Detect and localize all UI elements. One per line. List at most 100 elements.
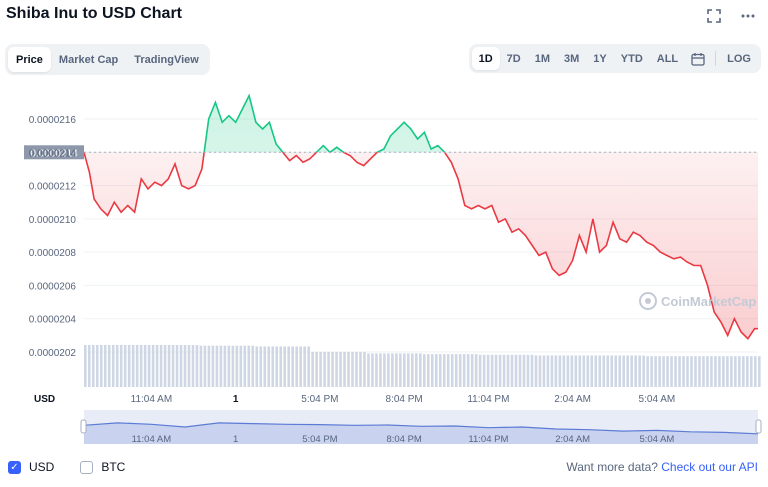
volume-bar: [502, 354, 506, 387]
volume-bar: [570, 355, 574, 387]
api-link[interactable]: Check out our API: [661, 460, 758, 474]
range-3m[interactable]: 3M: [564, 52, 580, 65]
volume-bar: [746, 356, 749, 387]
volume-bar: [91, 345, 95, 387]
volume-bar: [546, 355, 550, 387]
volume-bar: [391, 353, 394, 387]
volume-bar: [179, 345, 183, 387]
volume-bar: [84, 345, 87, 387]
volume-bar: [119, 345, 123, 387]
volume-bar: [654, 356, 657, 387]
tab-tradingview[interactable]: TradingView: [134, 53, 199, 66]
volume-bar: [371, 353, 374, 387]
more-horizontal-icon[interactable]: [740, 8, 756, 24]
volume-bar: [698, 356, 701, 387]
volume-bar: [706, 356, 709, 387]
volume-bar: [498, 354, 502, 387]
volume-bar: [307, 346, 310, 387]
legend-usd[interactable]: ✓ USD: [8, 460, 54, 474]
volume-bar: [602, 355, 606, 387]
volume-bar: [422, 354, 426, 387]
volume-bar: [111, 345, 115, 387]
range-all[interactable]: ALL: [656, 52, 679, 65]
volume-bar: [650, 356, 653, 387]
navigator-background: [84, 410, 758, 444]
legend-btc[interactable]: BTC: [80, 460, 125, 474]
volume-bar: [191, 345, 195, 387]
y-tick-label: 0.0000204: [29, 315, 77, 326]
tab-price[interactable]: Price: [8, 47, 51, 72]
volume-bar: [183, 345, 187, 387]
volume-bar: [235, 345, 239, 387]
volume-bar: [626, 355, 629, 387]
volume-bar: [710, 356, 713, 387]
volume-bar: [486, 354, 490, 387]
volume-bar: [131, 345, 135, 387]
volume-bar: [674, 356, 677, 387]
volume-bar: [135, 345, 139, 387]
currency-axis-label: USD: [34, 394, 55, 405]
range-1d[interactable]: 1D: [471, 47, 500, 70]
volume-bar: [646, 356, 649, 387]
volume-bar: [283, 346, 287, 387]
watermark-logo: CoinMarketCap: [639, 292, 756, 310]
watermark-text: CoinMarketCap: [661, 294, 756, 309]
volume-bar: [159, 345, 163, 387]
volume-bar: [682, 356, 685, 387]
log-toggle[interactable]: LOG: [727, 52, 751, 65]
volume-bar: [518, 354, 522, 387]
volume-bar: [251, 345, 255, 387]
navigator-tick-label: 5:04 AM: [639, 434, 674, 445]
price-line-up: [84, 93, 446, 153]
volume-bar: [211, 345, 215, 387]
expand-icon[interactable]: [706, 8, 722, 24]
checkbox-usd[interactable]: ✓: [8, 460, 21, 474]
volume-bar: [594, 355, 598, 387]
y-tick-label: 0.0000208: [29, 248, 77, 259]
range-7d[interactable]: 7D: [506, 52, 521, 65]
volume-bar: [430, 354, 434, 387]
volume-bar: [562, 355, 566, 387]
volume-bar: [287, 346, 290, 387]
volume-bar: [367, 353, 370, 387]
volume-bar: [239, 345, 243, 387]
volume-bar: [275, 346, 279, 387]
calendar-icon[interactable]: [685, 47, 711, 70]
volume-bar: [267, 346, 271, 387]
range-ytd[interactable]: YTD: [620, 52, 643, 65]
volume-bar: [666, 356, 669, 387]
volume-bar: [478, 354, 482, 387]
volume-bar: [383, 353, 386, 387]
volume-bar: [438, 354, 442, 387]
volume-bar: [470, 354, 474, 387]
volume-bar: [415, 353, 418, 387]
volume-bar: [343, 352, 346, 387]
volume-bar: [606, 355, 610, 387]
tab-market-cap[interactable]: Market Cap: [58, 53, 119, 66]
volume-bar: [331, 352, 334, 387]
range-divider: [715, 51, 717, 66]
volume-bar: [510, 354, 514, 387]
range-1m[interactable]: 1M: [534, 52, 551, 65]
navigator-tick-label: 2:04 AM: [555, 434, 590, 445]
volume-bar: [618, 355, 622, 387]
volume-bar: [494, 354, 498, 387]
navigator-tick-label: 1: [233, 434, 238, 445]
range-1y[interactable]: 1Y: [593, 52, 607, 65]
checkbox-btc[interactable]: [80, 460, 94, 474]
volume-bar: [219, 345, 223, 387]
volume-bar: [754, 356, 757, 387]
volume-bar: [87, 345, 91, 387]
price-line-down: [83, 152, 758, 340]
x-tick-label: 5:04 PM: [301, 394, 338, 405]
x-tick-label: 5:04 AM: [639, 394, 676, 405]
volume-bar: [155, 345, 159, 387]
x-tick-label: 1: [233, 394, 239, 405]
volume-bar: [299, 346, 302, 387]
volume-bar: [115, 345, 119, 387]
volume-bar: [690, 356, 693, 387]
volume-bar: [482, 354, 486, 387]
volume-bar: [103, 345, 107, 387]
volume-bar: [243, 345, 247, 387]
navigator-line: [83, 422, 759, 435]
